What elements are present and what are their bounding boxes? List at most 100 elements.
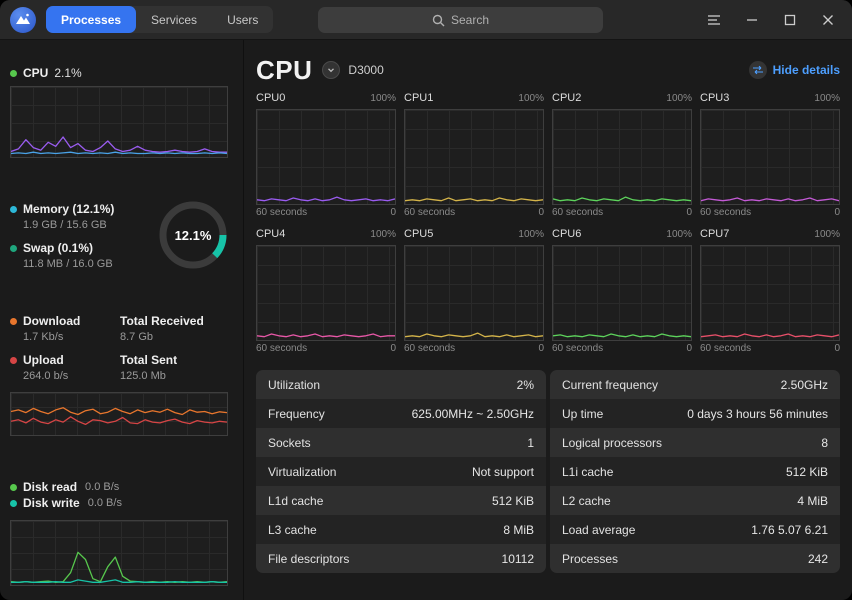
detail-value: 1.76 5.07 6.21	[751, 522, 828, 537]
toggle-details-icon	[748, 61, 767, 79]
disk-section[interactable]: Disk read 0.0 B/s Disk write 0.0 B/s	[10, 480, 235, 510]
app-body: CPU 2.1% Memory (12.1%) 1.9 GB / 15.6 GB	[0, 40, 852, 600]
page-title: CPU	[256, 54, 313, 85]
disk-write-label: Disk write	[23, 496, 80, 510]
cpu-details-table: Utilization 2% Frequency 625.00MHz ~ 2.50G…	[256, 370, 840, 573]
core-zero-label: 0	[686, 343, 692, 354]
detail-row: L3 cache 8 MiB	[256, 515, 546, 544]
core-max-label: 100%	[814, 93, 840, 104]
core-name: CPU3	[700, 92, 730, 104]
cpu-mini-chart	[10, 86, 228, 158]
core-zero-label: 0	[390, 343, 396, 354]
app-menu-button[interactable]	[700, 6, 728, 34]
detail-row: L1i cache 512 KiB	[550, 457, 840, 486]
core-name: CPU5	[404, 228, 434, 240]
detail-key: Processes	[562, 551, 619, 566]
detail-value: 512 KiB	[785, 464, 828, 479]
detail-value: 8 MiB	[503, 522, 534, 537]
core-zero-label: 0	[538, 207, 544, 218]
core-usage-chart	[552, 109, 692, 205]
detail-key: L1d cache	[268, 493, 324, 508]
core-usage-chart	[404, 245, 544, 341]
detail-row: Up time 0 days 3 hours 56 minutes	[550, 399, 840, 428]
detail-key: Up time	[562, 406, 604, 421]
core-duration-label: 60 seconds	[552, 343, 604, 354]
core-panel-cpu5: CPU5 100% 60 seconds 0	[404, 228, 544, 356]
core-usage-chart	[256, 109, 396, 205]
detail-row: L1d cache 512 KiB	[256, 486, 546, 515]
window-controls	[700, 6, 842, 34]
detail-value: Not support	[471, 464, 534, 479]
hide-details-button[interactable]: Hide details	[748, 61, 840, 79]
swap-label: Swap (0.1%)	[23, 241, 94, 255]
sidebar-memory-row[interactable]: Memory (12.1%) 1.9 GB / 15.6 GB	[10, 202, 158, 231]
sidebar-cpu-row[interactable]: CPU 2.1%	[10, 66, 235, 80]
core-zero-label: 0	[834, 207, 840, 218]
detail-row: Processes 242	[550, 544, 840, 573]
core-name: CPU4	[256, 228, 286, 240]
maximize-button[interactable]	[776, 6, 804, 34]
memory-status-dot	[10, 205, 17, 213]
tab-users[interactable]: Users	[227, 12, 259, 27]
cpu-usage-value: 2.1%	[54, 66, 82, 80]
cpu-label: CPU	[23, 66, 49, 80]
core-panel-cpu6: CPU6 100% 60 seconds 0	[552, 228, 692, 356]
download-value: 1.7 Kb/s	[23, 331, 64, 343]
core-panel-cpu2: CPU2 100% 60 seconds 0	[552, 92, 692, 220]
close-button[interactable]	[814, 6, 842, 34]
swap-detail: 11.8 MB / 16.0 GB	[23, 258, 113, 270]
cpu-model-dropdown-button[interactable]	[322, 61, 341, 79]
detail-value: 625.00MHz ~ 2.50GHz	[411, 406, 534, 421]
core-max-label: 100%	[518, 229, 544, 240]
search-placeholder: Search	[450, 13, 490, 27]
detail-row: Frequency 625.00MHz ~ 2.50GHz	[256, 399, 546, 428]
detail-value: 4 MiB	[797, 493, 828, 508]
core-duration-label: 60 seconds	[404, 343, 456, 354]
minimize-icon	[747, 18, 757, 21]
main-panel: CPU D3000 Hide details	[244, 40, 852, 600]
disk-write-value: 0.0 B/s	[87, 497, 122, 509]
close-icon	[823, 14, 833, 25]
tab-services[interactable]: Services	[151, 12, 198, 27]
detail-value: 8	[821, 435, 828, 450]
memory-label: Memory (12.1%)	[23, 202, 115, 216]
detail-row: Virtualization Not support	[256, 457, 546, 486]
maximize-icon	[784, 14, 796, 25]
sidebar-swap-row[interactable]: Swap (0.1%) 11.8 MB / 16.0 GB	[10, 241, 158, 270]
core-max-label: 100%	[370, 93, 396, 104]
tab-processes[interactable]: Processes	[46, 6, 137, 33]
total-received-label: Total Received	[120, 314, 204, 328]
core-usage-chart	[404, 109, 544, 205]
core-name: CPU1	[404, 92, 434, 104]
detail-key: File descriptors	[268, 551, 350, 566]
network-section[interactable]: Download 1.7 Kb/s Total Received 8.7 Gb …	[10, 314, 235, 382]
minimize-button[interactable]	[738, 6, 766, 34]
core-usage-chart	[552, 245, 692, 341]
upload-value: 264.0 b/s	[23, 370, 69, 382]
detail-value: 242	[807, 551, 828, 566]
search-input[interactable]: Search	[318, 7, 603, 33]
core-duration-label: 60 seconds	[404, 207, 456, 218]
memory-donut-arc	[159, 201, 227, 269]
cpu-core-grid: CPU0 100% 60 seconds 0 CPU1 100% 60 seconds…	[256, 92, 840, 356]
core-zero-label: 0	[686, 207, 692, 218]
core-max-label: 100%	[666, 229, 692, 240]
disk-mini-chart	[10, 520, 228, 586]
disk-read-label: Disk read	[23, 480, 78, 494]
core-zero-label: 0	[834, 343, 840, 354]
detail-key: Current frequency	[562, 377, 659, 392]
details-right-column: Current frequency 2.50GHz Up time 0 days 3…	[550, 370, 840, 573]
detail-row: Load average 1.76 5.07 6.21	[550, 515, 840, 544]
core-duration-label: 60 seconds	[256, 343, 308, 354]
upload-label: Upload	[23, 353, 64, 367]
detail-value: 0 days 3 hours 56 minutes	[687, 406, 828, 421]
detail-row: Current frequency 2.50GHz	[550, 370, 840, 399]
disk-read-value: 0.0 B/s	[85, 481, 120, 493]
disk-read-status-dot	[10, 483, 17, 491]
core-zero-label: 0	[390, 207, 396, 218]
titlebar: Processes Services Users Search	[0, 0, 852, 40]
total-received-value: 8.7 Gb	[120, 331, 154, 343]
download-status-dot	[10, 317, 17, 325]
core-duration-label: 60 seconds	[700, 343, 752, 354]
